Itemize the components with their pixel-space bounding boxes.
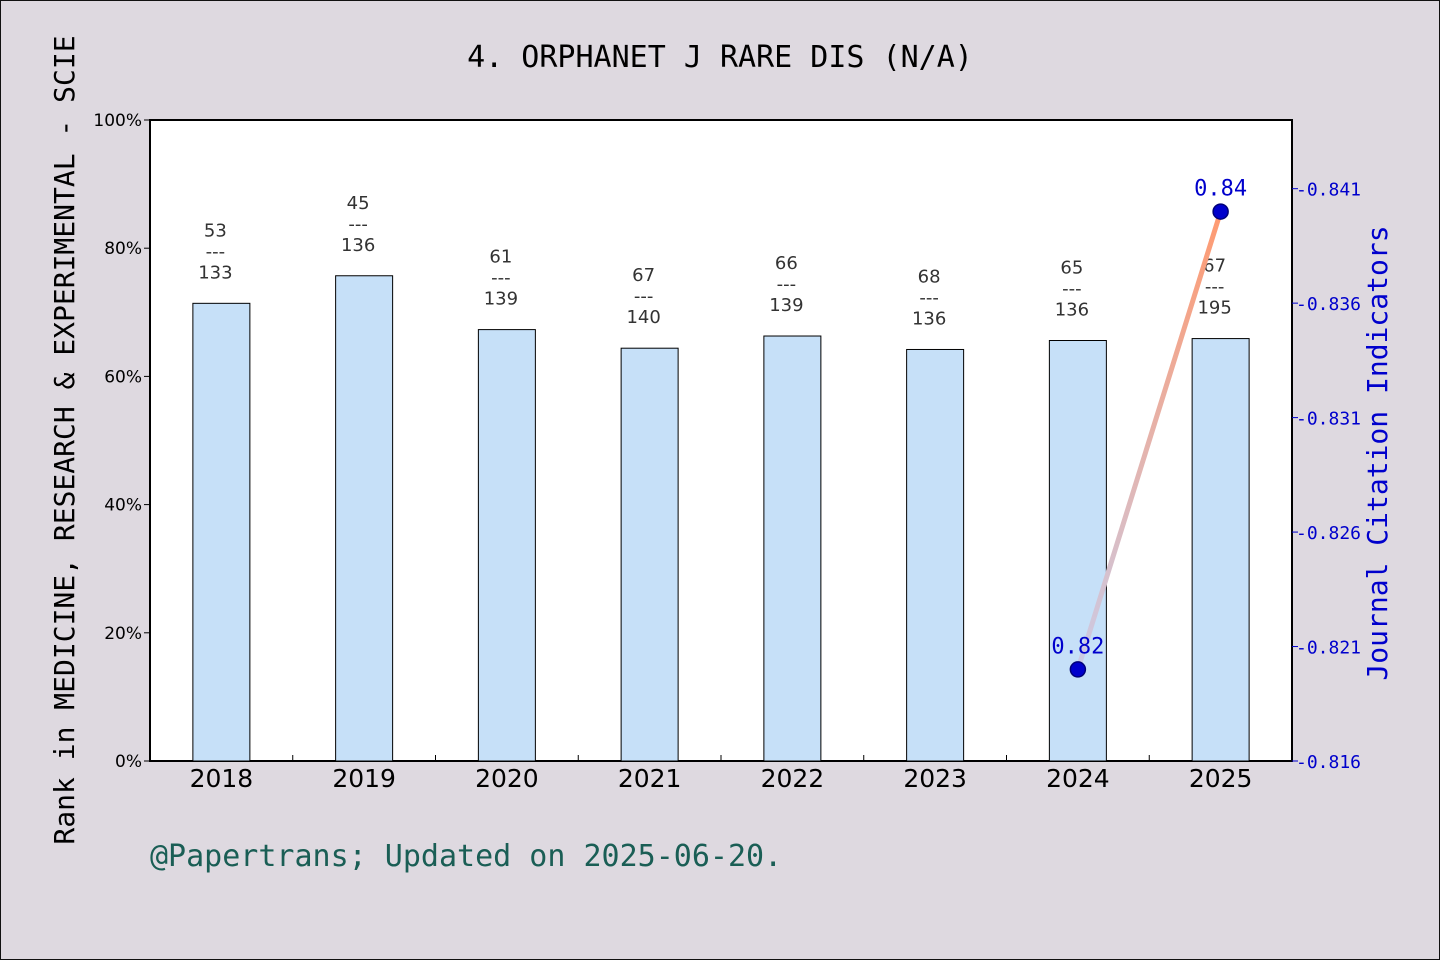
rank-label-2019: 45 — [347, 193, 370, 214]
left-tick-label: 80% — [104, 239, 142, 259]
bar-2023 — [906, 348, 965, 762]
footer-credit: @Papertrans; Updated on 2025-06-20. — [150, 839, 782, 874]
x-tick-label-2022: 2022 — [761, 764, 825, 793]
x-tick-label-2023: 2023 — [903, 764, 967, 793]
right-tick-label: -0.816 — [1296, 752, 1361, 773]
jci-point-2025 — [1212, 203, 1229, 220]
rank-separator-2020: --- — [491, 268, 511, 289]
left-tick-label: 40% — [104, 496, 142, 516]
rank-total-2025: 195 — [1197, 298, 1231, 319]
jci-point-2024 — [1069, 661, 1087, 678]
bar-2025 — [1191, 338, 1250, 762]
rank-total-2018: 133 — [198, 262, 232, 283]
bar-2020 — [477, 329, 536, 762]
rank-separator-2018: --- — [206, 241, 226, 262]
x-tick-label-2025: 2025 — [1189, 764, 1253, 793]
jci-line-series: 0.82 0.84 — [1051, 177, 1247, 678]
left-tick-label: 20% — [104, 624, 142, 644]
jci-line — [1075, 209, 1224, 672]
rank-total-2023: 136 — [912, 308, 946, 329]
rank-total-2024: 136 — [1055, 300, 1089, 321]
x-tick-label-2020: 2020 — [475, 764, 539, 793]
rank-separator-2023: --- — [919, 287, 939, 308]
rank-total-2020: 139 — [484, 289, 518, 310]
rank-label-2021: 67 — [632, 265, 655, 286]
x-tick-label-2021: 2021 — [618, 764, 682, 793]
x-tick-label-2019: 2019 — [332, 764, 396, 793]
jci-label-2024: 0.82 — [1051, 634, 1104, 659]
rank-total-2019: 136 — [341, 235, 375, 256]
chart-title: 4. ORPHANET J RARE DIS (N/A) — [467, 40, 973, 75]
x-tick-label-2018: 2018 — [190, 764, 254, 793]
bar-2018 — [192, 302, 251, 762]
right-tick-label: -0.826 — [1296, 523, 1361, 544]
rank-label-2018: 53 — [204, 220, 227, 241]
x-axis: 2018 2019 2020 2021 2022 2023 2024 2025 — [190, 755, 1253, 793]
bar-2024 — [1048, 340, 1107, 762]
x-tick-label-2024: 2024 — [1046, 764, 1110, 793]
left-tick-label: 0% — [115, 752, 142, 772]
left-axis: 0% 20% 40% 60% 80% 100% — [93, 111, 150, 772]
left-axis-label: Rank in MEDICINE, RESEARCH & EXPERIMENTA… — [48, 35, 81, 844]
right-tick-label: -0.841 — [1296, 180, 1361, 201]
jci-label-2025: 0.84 — [1194, 177, 1247, 202]
rank-total-2022: 139 — [769, 295, 803, 316]
rank-labels: 53---13345---13661---13967---14066---139… — [198, 193, 1232, 330]
left-tick-label: 100% — [93, 111, 142, 131]
bar-2019 — [335, 275, 394, 762]
rank-label-2023: 68 — [918, 266, 941, 287]
rank-label-2022: 66 — [775, 253, 798, 274]
rank-separator-2024: --- — [1062, 279, 1082, 300]
rank-label-2020: 61 — [489, 247, 512, 268]
right-axis-label: Journal Citation Indicators — [1361, 225, 1394, 680]
rank-separator-2021: --- — [634, 286, 654, 307]
right-tick-label: -0.831 — [1296, 409, 1361, 430]
left-tick-label: 60% — [104, 367, 142, 387]
rank-total-2021: 140 — [626, 307, 660, 328]
rank-separator-2025: --- — [1205, 277, 1225, 298]
right-axis: -0.816 -0.821 -0.826 -0.831 -0.836 -0.841 — [1292, 180, 1361, 773]
right-tick-label: -0.836 — [1296, 294, 1361, 315]
rank-separator-2019: --- — [348, 214, 368, 235]
bar-2021 — [620, 347, 679, 762]
rank-separator-2022: --- — [777, 274, 797, 295]
bar-2022 — [763, 335, 822, 762]
rank-label-2024: 65 — [1060, 258, 1083, 279]
plot-area — [149, 119, 1293, 762]
right-tick-label: -0.821 — [1296, 638, 1361, 659]
bar-series — [192, 275, 1250, 762]
rank-label-2025: 67 — [1203, 256, 1226, 277]
